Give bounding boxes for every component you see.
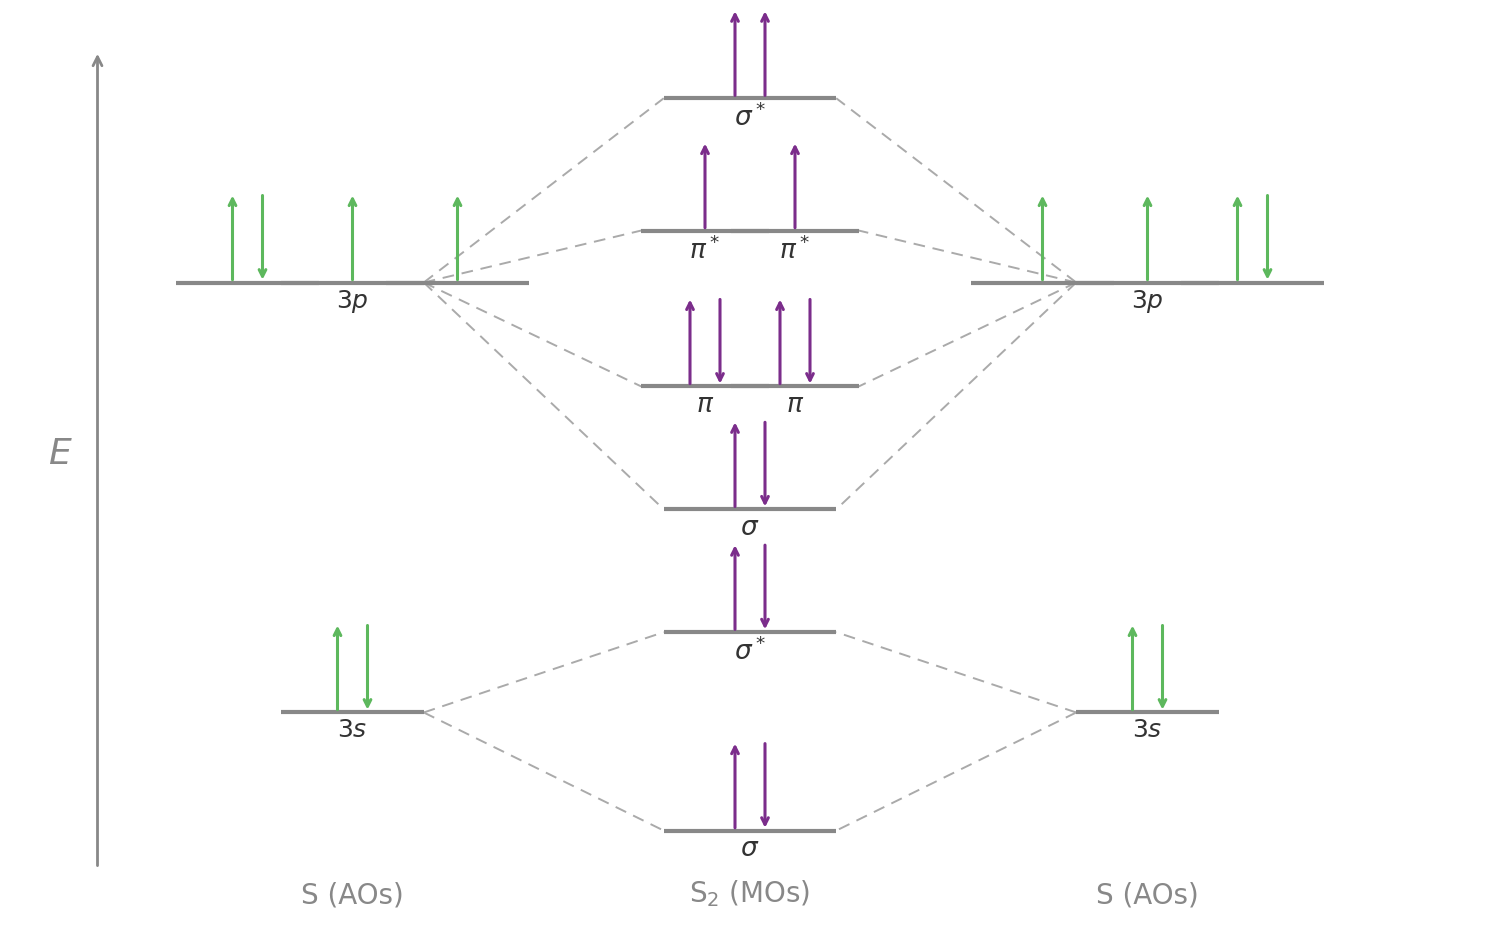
Text: $\sigma$: $\sigma$: [741, 835, 759, 862]
Text: $E$: $E$: [48, 436, 72, 470]
Text: S (AOs): S (AOs): [1096, 880, 1198, 908]
Text: $\pi^*$: $\pi^*$: [780, 236, 810, 264]
Text: $3s$: $3s$: [338, 717, 368, 741]
Text: S (AOs): S (AOs): [302, 880, 404, 908]
Text: $\sigma$: $\sigma$: [741, 514, 759, 541]
Text: $3p$: $3p$: [336, 288, 369, 315]
Text: $3p$: $3p$: [1131, 288, 1164, 315]
Text: $\pi$: $\pi$: [696, 392, 714, 418]
Text: $\sigma^*$: $\sigma^*$: [734, 104, 766, 132]
Text: $\sigma^*$: $\sigma^*$: [734, 637, 766, 666]
Text: S$_2$ (MOs): S$_2$ (MOs): [690, 877, 810, 908]
Text: $\pi$: $\pi$: [786, 392, 804, 418]
Text: $\pi^*$: $\pi^*$: [690, 236, 720, 264]
Text: $3s$: $3s$: [1132, 717, 1162, 741]
